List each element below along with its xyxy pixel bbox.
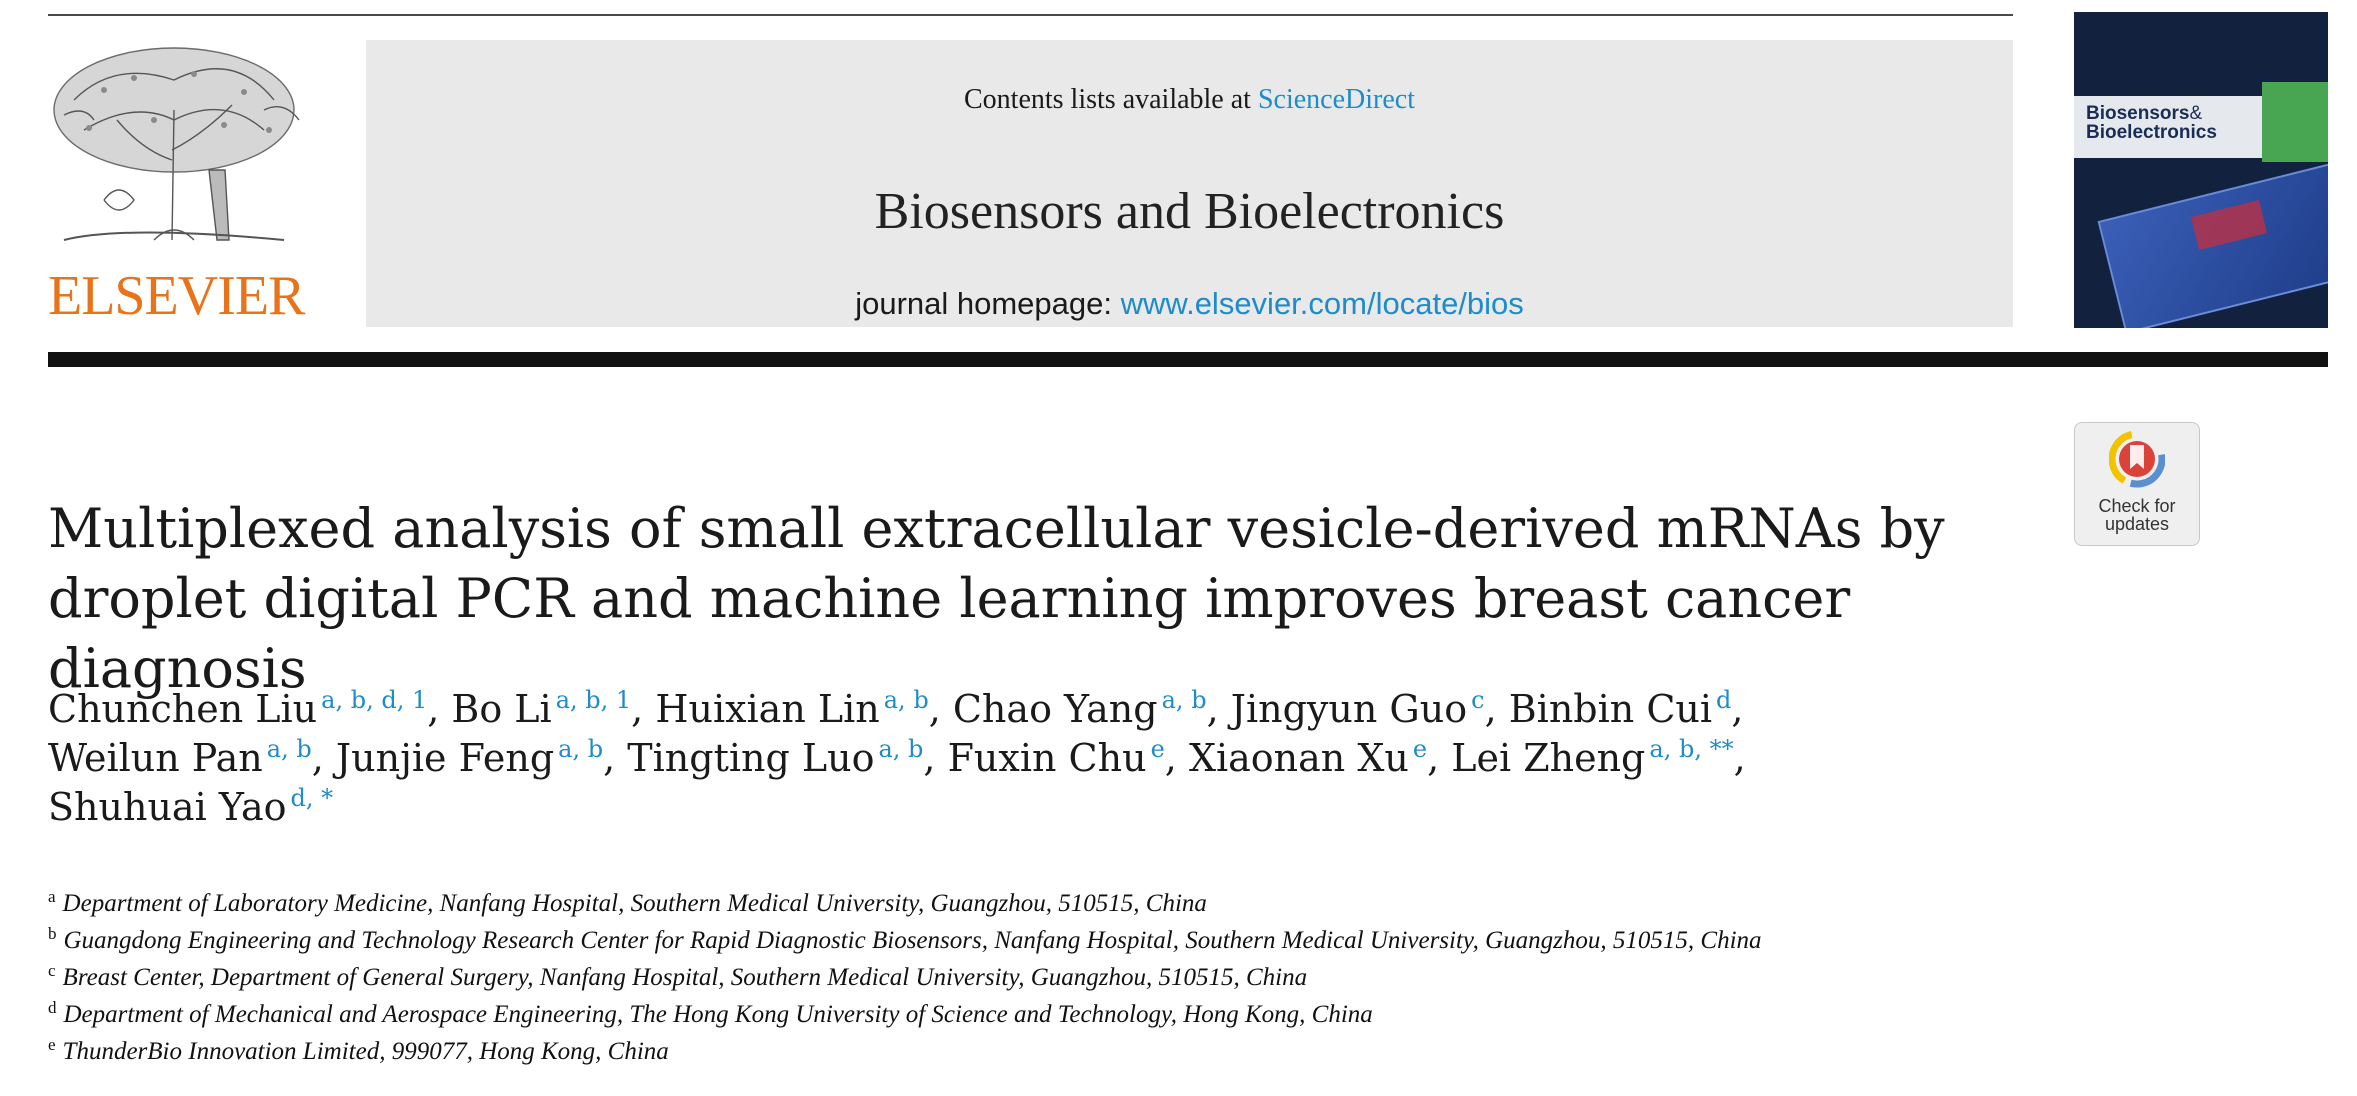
affiliation-text: ThunderBio Innovation Limited, 999077, H… xyxy=(62,1038,669,1065)
check-for-updates-button[interactable]: Check for updates xyxy=(2074,422,2200,546)
affiliation-label: c xyxy=(48,960,56,980)
author[interactable]: Jingyun Guo c xyxy=(1231,687,1485,731)
author-affiliation-marks[interactable]: a, b xyxy=(266,735,312,764)
author-affiliation-marks[interactable]: a, b xyxy=(883,686,929,715)
author-name[interactable]: Weilun Pan xyxy=(48,736,263,780)
journal-banner: Contents lists available at ScienceDirec… xyxy=(366,40,2013,327)
author-affiliation-marks[interactable]: a, b xyxy=(558,735,604,764)
author[interactable]: Weilun Pan a, b xyxy=(48,736,312,780)
homepage-prefix: journal homepage: xyxy=(855,286,1121,321)
affiliation-text: Breast Center, Department of General Sur… xyxy=(62,964,1308,991)
author-affiliation-marks[interactable]: a, b, ** xyxy=(1649,735,1734,764)
elsevier-logo[interactable]: ELSEVIER xyxy=(44,40,306,330)
check-line1: Check for xyxy=(2098,496,2176,516)
check-for-updates-icon xyxy=(2109,431,2165,488)
affiliation-text: Department of Laboratory Medicine, Nanfa… xyxy=(62,890,1207,917)
author-name[interactable]: Xiaonan Xu xyxy=(1188,736,1409,780)
author[interactable]: Binbin Cui d xyxy=(1509,687,1732,731)
author-name[interactable]: Binbin Cui xyxy=(1508,687,1713,731)
affiliation-text: Guangdong Engineering and Technology Res… xyxy=(63,927,1762,954)
cover-title-line1: Biosensors xyxy=(2086,103,2190,124)
author-name[interactable]: Lei Zheng xyxy=(1451,736,1646,780)
author-affiliation-marks[interactable]: a, b xyxy=(1161,686,1207,715)
author-name[interactable]: Huixian Lin xyxy=(655,687,880,731)
author[interactable]: Fuxin Chu e xyxy=(948,736,1165,780)
cover-green-block xyxy=(2262,82,2328,162)
affiliation-item: d Department of Mechanical and Aerospace … xyxy=(48,996,2148,1033)
affiliation-label: b xyxy=(48,923,57,943)
affiliation-text: Department of Mechanical and Aerospace E… xyxy=(63,1001,1373,1028)
sciencedirect-link[interactable]: ScienceDirect xyxy=(1257,84,1415,115)
author[interactable]: Bo Li a, b, 1 xyxy=(451,687,631,731)
author-name[interactable]: Chunchen Liu xyxy=(48,687,318,731)
author[interactable]: Chunchen Liu a, b, d, 1 xyxy=(48,687,427,731)
elsevier-wordmark: ELSEVIER xyxy=(48,265,305,327)
article-title: Multiplexed analysis of small extracellu… xyxy=(48,497,1945,700)
cover-title-amp: & xyxy=(2189,103,2203,124)
author-name[interactable]: Tingting Luo xyxy=(627,736,875,780)
tree-of-knowledge-icon xyxy=(53,47,300,241)
affiliation-label: d xyxy=(48,997,57,1017)
author[interactable]: Tingting Luo a, b xyxy=(627,736,923,780)
author-affiliation-marks[interactable]: e xyxy=(1150,735,1165,764)
author[interactable]: Xiaonan Xu e xyxy=(1189,736,1427,780)
author[interactable]: Huixian Lin a, b xyxy=(655,687,928,731)
affiliation-item: e ThunderBio Innovation Limited, 999077, … xyxy=(48,1033,2148,1070)
author-name[interactable]: Chao Yang xyxy=(952,687,1158,731)
author[interactable]: Shuhuai Yao d, * xyxy=(48,785,333,829)
affiliation-item: a Department of Laboratory Medicine, Nanf… xyxy=(48,885,2148,922)
affiliation-item: b Guangdong Engineering and Technology Re… xyxy=(48,922,2148,959)
contents-prefix: Contents lists available at xyxy=(964,84,1258,115)
author-affiliation-marks[interactable]: a, b xyxy=(878,735,924,764)
affiliation-label: a xyxy=(48,886,56,906)
check-line2: updates xyxy=(2104,514,2170,534)
author-name[interactable]: Bo Li xyxy=(451,687,552,731)
journal-cover[interactable]: Biosensors& Bioelectronics xyxy=(2074,12,2328,328)
author-name[interactable]: Fuxin Chu xyxy=(947,736,1147,780)
cover-title-line2: Bioelectronics xyxy=(2086,122,2217,143)
homepage-line: journal homepage: www.elsevier.com/locat… xyxy=(366,286,2013,322)
journal-homepage-link[interactable]: www.elsevier.com/locate/bios xyxy=(1120,286,1524,321)
author[interactable]: Junjie Feng a, b xyxy=(336,736,603,780)
top-rule xyxy=(48,14,2013,16)
author-affiliation-marks[interactable]: d, * xyxy=(290,784,334,813)
affiliation-list: a Department of Laboratory Medicine, Nanf… xyxy=(48,885,2148,1070)
header-rule xyxy=(48,352,2328,367)
author-list: Chunchen Liu a, b, d, 1, Bo Li a, b, 1, Hu… xyxy=(48,686,1746,829)
author-affiliation-marks[interactable]: a, b, 1 xyxy=(555,686,632,715)
journal-title[interactable]: Biosensors and Bioelectronics xyxy=(874,183,1505,240)
author-name[interactable]: Jingyun Guo xyxy=(1230,687,1468,731)
affiliation-item: c Breast Center, Department of General Su… xyxy=(48,959,2148,996)
contents-line: Contents lists available at ScienceDirec… xyxy=(366,84,2013,116)
author[interactable]: Chao Yang a, b xyxy=(953,687,1207,731)
author-affiliation-marks[interactable]: d xyxy=(1716,686,1732,715)
author-affiliation-marks[interactable]: c xyxy=(1471,686,1485,715)
author[interactable]: Lei Zheng a, b, ** xyxy=(1451,736,1733,780)
check-for-updates-label: Check for updates xyxy=(2075,497,2199,533)
author-affiliation-marks[interactable]: e xyxy=(1412,735,1428,764)
author-affiliation-marks[interactable]: a, b, d, 1 xyxy=(321,686,428,715)
affiliation-label: e xyxy=(48,1034,56,1054)
cover-journal-name: Biosensors& Bioelectronics xyxy=(2086,104,2217,142)
author-name[interactable]: Shuhuai Yao xyxy=(48,785,287,829)
author-name[interactable]: Junjie Feng xyxy=(335,736,555,780)
